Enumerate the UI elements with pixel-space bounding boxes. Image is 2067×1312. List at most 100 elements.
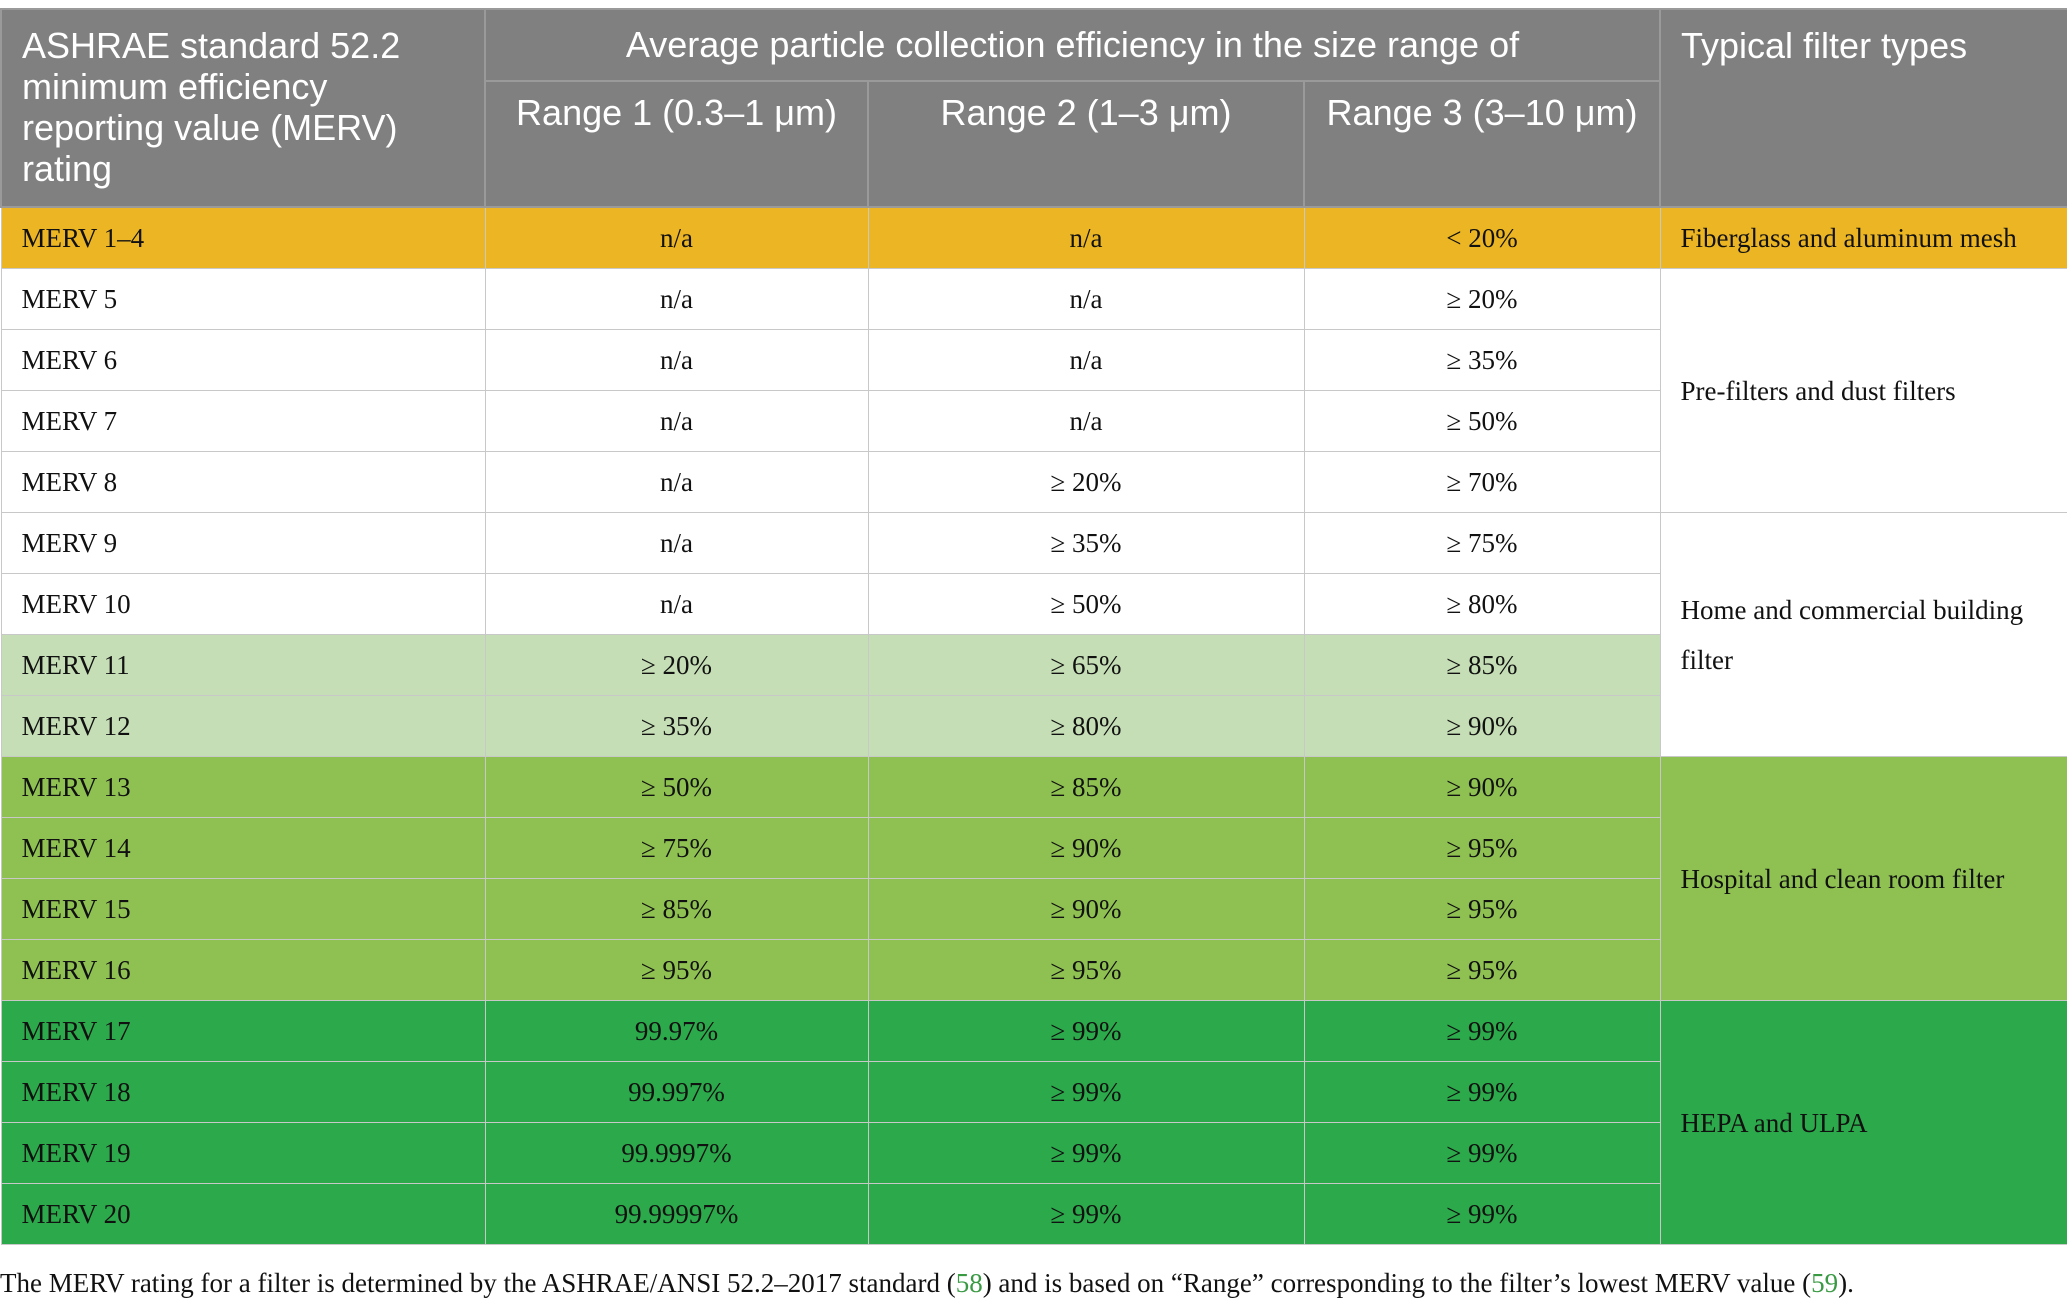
header-efficiency-group: Average particle collection efficiency i… (484, 8, 1661, 82)
merv-label: MERV 12 (0, 695, 486, 757)
range2-value: ≥ 65% (867, 634, 1305, 696)
header-range-3: Range 3 (3–10 μm) (1303, 80, 1661, 208)
range1-value: n/a (484, 451, 869, 513)
range1-value: ≥ 95% (484, 939, 869, 1001)
range3-value: ≥ 99% (1303, 1000, 1661, 1062)
header-merv-rating: ASHRAE standard 52.2 minimum efficiency … (0, 8, 486, 208)
header-row-2: Range 1 (0.3–1 μm) Range 2 (1–3 μm) Rang… (1, 80, 2067, 208)
filter-type-fiberglass: Fiberglass and aluminum mesh (1659, 206, 2067, 269)
table-row: MERV 15 ≥ 85% ≥ 90% ≥ 95% (0, 878, 2067, 940)
range1-value: n/a (484, 206, 869, 269)
range3-value: ≥ 75% (1303, 512, 1661, 574)
header-range-2: Range 2 (1–3 μm) (867, 80, 1305, 208)
range2-value: ≥ 90% (867, 878, 1305, 940)
merv-label: MERV 20 (0, 1183, 486, 1245)
range3-value: ≥ 99% (1303, 1183, 1661, 1245)
table-row: MERV 7 n/a n/a ≥ 50% (0, 390, 2067, 452)
table-row: MERV 17 99.97% ≥ 99% ≥ 99% HEPA and ULPA (0, 1000, 2067, 1245)
range2-value: n/a (867, 268, 1305, 330)
range2-value: n/a (867, 206, 1305, 269)
range3-value: ≥ 80% (1303, 573, 1661, 635)
table-row: MERV 12 ≥ 35% ≥ 80% ≥ 90% (0, 695, 2067, 757)
range3-value: ≥ 90% (1303, 756, 1661, 818)
merv-label: MERV 14 (0, 817, 486, 879)
range1-value: n/a (484, 329, 869, 391)
range1-value: 99.9997% (484, 1122, 869, 1184)
range3-value: ≥ 70% (1303, 451, 1661, 513)
table-row: MERV 5 n/a n/a ≥ 20% Pre-filters and dus… (0, 268, 2067, 513)
merv-label: MERV 13 (0, 756, 486, 818)
table-row: MERV 11 ≥ 20% ≥ 65% ≥ 85% (0, 634, 2067, 696)
footnote-text-b: ) and is based on “Range” corresponding … (982, 1268, 1812, 1298)
range3-value: ≥ 99% (1303, 1061, 1661, 1123)
range1-value: 99.997% (484, 1061, 869, 1123)
range3-value: ≥ 50% (1303, 390, 1661, 452)
range3-value: ≥ 95% (1303, 878, 1661, 940)
merv-label: MERV 17 (0, 1000, 486, 1062)
filter-type-hospital: Hospital and clean room filter (1659, 756, 2067, 1001)
range1-value: ≥ 20% (484, 634, 869, 696)
merv-label: MERV 8 (0, 451, 486, 513)
range1-value: ≥ 75% (484, 817, 869, 879)
merv-label: MERV 11 (0, 634, 486, 696)
range2-value: ≥ 99% (867, 1183, 1305, 1245)
range2-value: ≥ 95% (867, 939, 1305, 1001)
range3-value: ≥ 85% (1303, 634, 1661, 696)
range1-value: n/a (484, 268, 869, 330)
merv-label: MERV 18 (0, 1061, 486, 1123)
table-row: MERV 14 ≥ 75% ≥ 90% ≥ 95% (0, 817, 2067, 879)
range2-value: n/a (867, 390, 1305, 452)
table-row: MERV 19 99.9997% ≥ 99% ≥ 99% (0, 1122, 2067, 1184)
table-row: MERV 6 n/a n/a ≥ 35% (0, 329, 2067, 391)
table-row: MERV 18 99.997% ≥ 99% ≥ 99% (0, 1061, 2067, 1123)
merv-label: MERV 9 (0, 512, 486, 574)
table-row: MERV 1–4 n/a n/a < 20% Fiberglass and al… (0, 206, 2067, 269)
range1-value: 99.99997% (484, 1183, 869, 1245)
range3-value: ≥ 95% (1303, 817, 1661, 879)
merv-label: MERV 15 (0, 878, 486, 940)
range2-value: ≥ 80% (867, 695, 1305, 757)
filter-type-home-commercial: Home and commercial building filter (1659, 512, 2067, 757)
header-range-1: Range 1 (0.3–1 μm) (484, 80, 869, 208)
reference-link-58[interactable]: 58 (955, 1268, 983, 1298)
range2-value: ≥ 50% (867, 573, 1305, 635)
range1-value: n/a (484, 573, 869, 635)
range2-value: ≥ 99% (867, 1122, 1305, 1184)
range2-value: ≥ 85% (867, 756, 1305, 818)
range2-value: ≥ 99% (867, 1061, 1305, 1123)
range3-value: ≥ 35% (1303, 329, 1661, 391)
range3-value: ≥ 20% (1303, 268, 1661, 330)
merv-label: MERV 19 (0, 1122, 486, 1184)
merv-table: ASHRAE standard 52.2 minimum efficiency … (0, 8, 2067, 1245)
range3-value: ≥ 99% (1303, 1122, 1661, 1184)
filter-type-prefilters: Pre-filters and dust filters (1659, 268, 2067, 513)
range3-value: < 20% (1303, 206, 1661, 269)
table-row: MERV 13 ≥ 50% ≥ 85% ≥ 90% Hospital and c… (0, 756, 2067, 1001)
table-row: MERV 10 n/a ≥ 50% ≥ 80% (0, 573, 2067, 635)
header-row-1: ASHRAE standard 52.2 minimum efficiency … (0, 8, 2067, 208)
range2-value: ≥ 35% (867, 512, 1305, 574)
range2-value: ≥ 99% (867, 1000, 1305, 1062)
filter-type-hepa: HEPA and ULPA (1659, 1000, 2067, 1245)
range1-value: 99.97% (484, 1000, 869, 1062)
merv-label: MERV 10 (0, 573, 486, 635)
range2-value: ≥ 90% (867, 817, 1305, 879)
merv-label: MERV 16 (0, 939, 486, 1001)
range1-value: ≥ 50% (484, 756, 869, 818)
merv-label: MERV 1–4 (0, 206, 486, 269)
merv-label: MERV 6 (0, 329, 486, 391)
merv-label: MERV 5 (0, 268, 486, 330)
range1-value: n/a (484, 390, 869, 452)
footnote-text-a: The MERV rating for a filter is determin… (0, 1268, 956, 1298)
range1-value: ≥ 35% (484, 695, 869, 757)
footnote-text-c: ). (1838, 1268, 1854, 1298)
range3-value: ≥ 95% (1303, 939, 1661, 1001)
range2-value: n/a (867, 329, 1305, 391)
reference-link-59[interactable]: 59 (1811, 1268, 1839, 1298)
header-filter-types: Typical filter types (1659, 8, 2067, 208)
range3-value: ≥ 90% (1303, 695, 1661, 757)
range1-value: n/a (484, 512, 869, 574)
table-row: MERV 9 n/a ≥ 35% ≥ 75% Home and commerci… (0, 512, 2067, 757)
range2-value: ≥ 20% (867, 451, 1305, 513)
range1-value: ≥ 85% (484, 878, 869, 940)
